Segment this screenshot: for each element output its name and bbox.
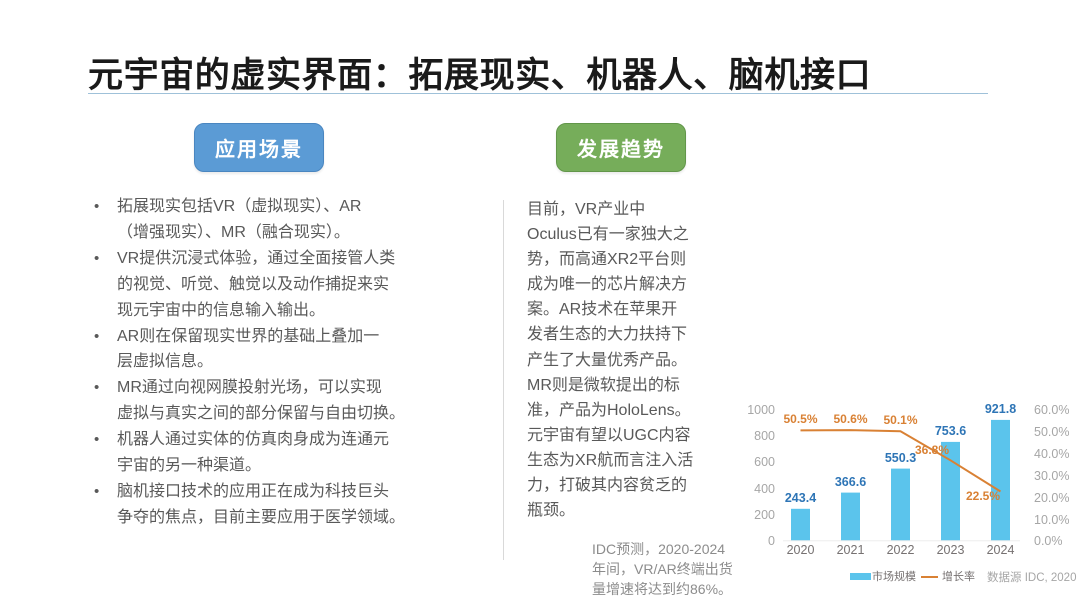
svg-text:2023: 2023 bbox=[937, 543, 965, 557]
svg-text:数据源 IDC, 2020: 数据源 IDC, 2020 bbox=[987, 570, 1076, 584]
svg-text:2021: 2021 bbox=[837, 543, 865, 557]
svg-text:400: 400 bbox=[754, 482, 775, 496]
svg-text:2022: 2022 bbox=[887, 543, 915, 557]
svg-text:1000: 1000 bbox=[747, 403, 775, 417]
svg-text:2020: 2020 bbox=[787, 543, 815, 557]
svg-text:市场规模: 市场规模 bbox=[872, 569, 916, 583]
svg-text:30.0%: 30.0% bbox=[1034, 469, 1069, 483]
svg-text:921.8: 921.8 bbox=[985, 402, 1016, 416]
svg-text:50.0%: 50.0% bbox=[1034, 425, 1069, 439]
svg-text:0.0%: 0.0% bbox=[1034, 534, 1063, 548]
svg-text:800: 800 bbox=[754, 429, 775, 443]
svg-text:40.0%: 40.0% bbox=[1034, 447, 1069, 461]
svg-text:50.1%: 50.1% bbox=[883, 413, 917, 427]
svg-text:2024: 2024 bbox=[987, 543, 1015, 557]
svg-text:366.6: 366.6 bbox=[835, 475, 866, 489]
svg-text:50.5%: 50.5% bbox=[783, 412, 817, 426]
svg-text:0: 0 bbox=[768, 534, 775, 548]
svg-text:753.6: 753.6 bbox=[935, 424, 966, 438]
svg-text:243.4: 243.4 bbox=[785, 491, 816, 505]
svg-text:50.6%: 50.6% bbox=[833, 412, 867, 426]
svg-text:600: 600 bbox=[754, 455, 775, 469]
svg-text:36.8%: 36.8% bbox=[915, 443, 949, 457]
svg-text:200: 200 bbox=[754, 508, 775, 522]
svg-text:20.0%: 20.0% bbox=[1034, 491, 1069, 505]
svg-text:550.3: 550.3 bbox=[885, 451, 916, 465]
svg-text:10.0%: 10.0% bbox=[1034, 513, 1069, 527]
svg-text:60.0%: 60.0% bbox=[1034, 403, 1069, 417]
svg-text:22.5%: 22.5% bbox=[966, 489, 1000, 503]
svg-text:增长率: 增长率 bbox=[942, 569, 975, 583]
